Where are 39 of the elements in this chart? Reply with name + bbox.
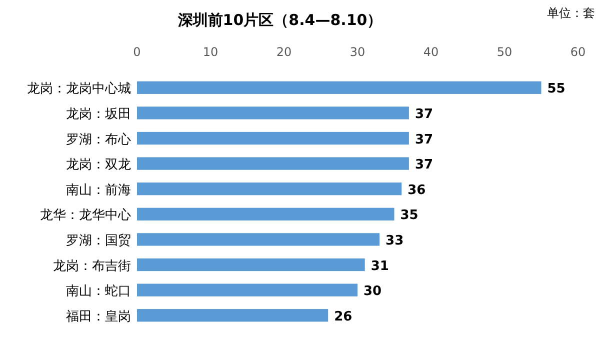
chart-title: 深圳前10片区（8.4—8.10）: [176, 11, 382, 29]
bar: [137, 309, 328, 322]
y-tick-label: 罗湖：布心: [66, 131, 131, 148]
data-label: 35: [400, 208, 418, 224]
data-label: 31: [370, 258, 389, 274]
bar: [137, 132, 409, 145]
data-label: 30: [364, 284, 382, 300]
y-tick-label: 龙岗：布吉街: [53, 258, 131, 274]
data-label: 55: [547, 82, 566, 97]
y-tick-label: 龙岗：坂田: [66, 106, 131, 122]
x-tick-label: 20: [276, 45, 292, 59]
y-tick-label: 福田：皇岗: [66, 309, 131, 324]
bar: [137, 208, 394, 220]
data-label: 37: [414, 158, 434, 173]
data-label: 37: [414, 106, 434, 122]
y-tick-label: 龙岗：龙岗中心城: [27, 80, 131, 97]
data-label: 37: [414, 132, 434, 148]
x-tick-label: 50: [496, 45, 512, 59]
x-tick-label: 0: [133, 45, 141, 59]
data-label: 26: [334, 309, 352, 324]
bar: [137, 81, 542, 94]
x-tick-label: 60: [570, 45, 586, 59]
text: 单位：套: [547, 6, 595, 20]
bar: [137, 157, 409, 170]
data-label: 33: [386, 233, 404, 248]
y-tick-label: 南山：蛇口: [66, 284, 131, 300]
y-tick-label: 龙岗：双龙: [66, 158, 131, 173]
bar: [137, 182, 402, 196]
y-tick-label: 罗湖：国贸: [66, 233, 131, 248]
bar: [137, 258, 365, 272]
bar: [137, 233, 380, 246]
y-tick-label: 龙华：龙华中心: [40, 207, 131, 224]
x-tick-label: 30: [350, 45, 366, 59]
y-tick-label: 南山：前海: [66, 182, 131, 198]
x-tick-label: 40: [423, 45, 439, 59]
bar: [137, 284, 358, 296]
data-label: 36: [408, 182, 426, 198]
bar: [137, 106, 409, 120]
x-tick-label: 10: [202, 45, 218, 59]
